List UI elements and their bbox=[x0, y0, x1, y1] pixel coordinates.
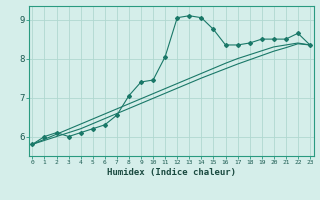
X-axis label: Humidex (Indice chaleur): Humidex (Indice chaleur) bbox=[107, 168, 236, 177]
